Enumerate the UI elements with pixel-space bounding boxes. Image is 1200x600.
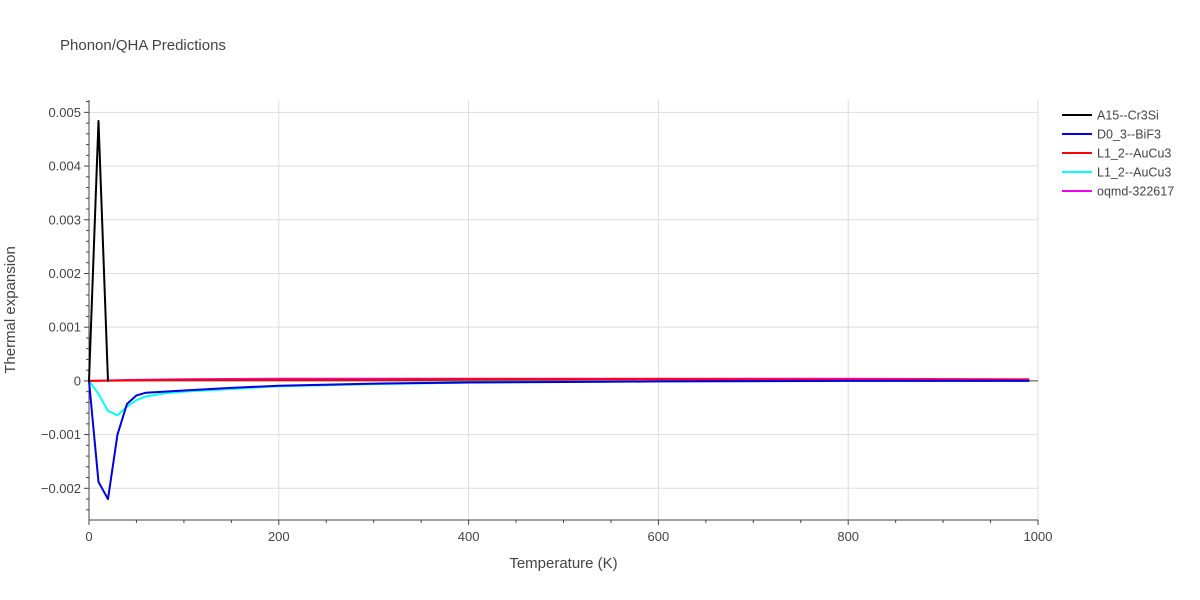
legend-label: L1_2--AuCu3 (1097, 166, 1171, 180)
series-line-1 (88, 379, 1030, 501)
x-tick-label: 0 (85, 529, 92, 544)
grid-layer (89, 100, 1039, 520)
series-line-0 (88, 119, 109, 382)
legend-item[interactable]: A15--Cr3Si (1062, 109, 1159, 123)
x-tick-label: 200 (268, 529, 290, 544)
y-tick-label: −0.002 (41, 481, 81, 496)
y-tick-label: 0.001 (48, 320, 81, 335)
series-layer (88, 119, 1030, 501)
y-tick-label: −0.001 (41, 427, 81, 442)
chart-title: Phonon/QHA Predictions (60, 37, 226, 54)
axis-layer: 0 200 400 600 800 1000 −0.002 −0.001 0 0.001 0.002… (41, 100, 1053, 544)
x-tick-label: 1000 (1024, 529, 1053, 544)
legend-label: oqmd-322617 (1097, 185, 1174, 199)
x-tick-label: 400 (458, 529, 480, 544)
y-tick-label: 0.005 (48, 105, 81, 120)
series-line-3 (88, 379, 1030, 417)
y-tick-label: 0.003 (48, 212, 81, 227)
legend-item[interactable]: L1_2--AuCu3 (1062, 147, 1171, 161)
y-tick-label: 0.004 (48, 159, 81, 174)
series-line-2 (88, 378, 1030, 382)
y-axis-title: Thermal expansion (2, 246, 19, 374)
legend-label: D0_3--BiF3 (1097, 128, 1161, 142)
y-tick-label: 0.002 (48, 266, 81, 281)
legend-item[interactable]: oqmd-322617 (1062, 185, 1174, 199)
legend: A15--Cr3Si D0_3--BiF3 L1_2--AuCu3 L1_2--AuC… (1062, 109, 1174, 199)
x-tick-label: 600 (648, 529, 670, 544)
y-tick-label: 0 (74, 373, 81, 388)
x-tick-label: 800 (837, 529, 859, 544)
legend-label: A15--Cr3Si (1097, 109, 1159, 123)
legend-item[interactable]: L1_2--AuCu3 (1062, 166, 1171, 180)
legend-label: L1_2--AuCu3 (1097, 147, 1171, 161)
x-axis-title: Temperature (K) (509, 555, 617, 572)
legend-item[interactable]: D0_3--BiF3 (1062, 128, 1161, 142)
